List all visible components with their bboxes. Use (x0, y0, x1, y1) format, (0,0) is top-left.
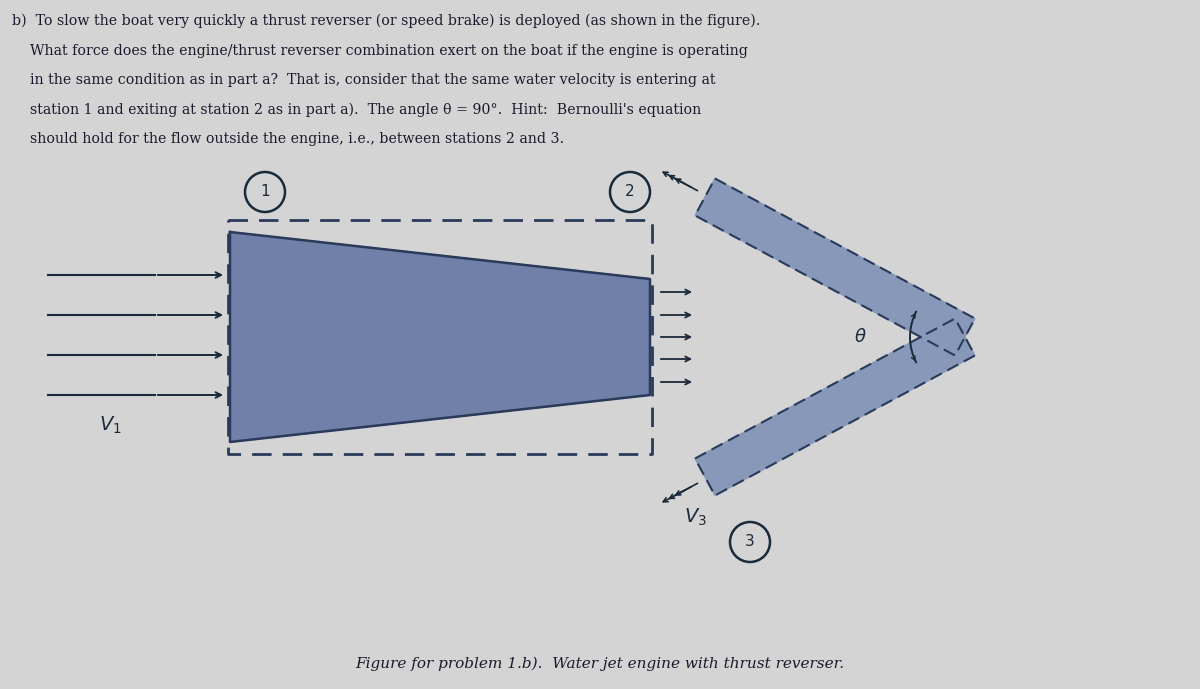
Text: 1: 1 (260, 185, 270, 200)
Text: station 1 and exiting at station 2 as in part a).  The angle θ = 90°.  Hint:  Be: station 1 and exiting at station 2 as in… (12, 103, 701, 117)
Text: Figure for problem 1.b).  Water jet engine with thrust reverser.: Figure for problem 1.b). Water jet engin… (355, 657, 845, 671)
Text: 3: 3 (745, 535, 755, 550)
Polygon shape (695, 178, 974, 356)
Text: 2: 2 (625, 185, 635, 200)
Text: $V_1$: $V_1$ (98, 414, 121, 435)
Text: What force does the engine/thrust reverser combination exert on the boat if the : What force does the engine/thrust revers… (12, 43, 748, 57)
Text: $V_3$: $V_3$ (684, 506, 707, 528)
Polygon shape (695, 318, 974, 495)
Text: b)  To slow the boat very quickly a thrust reverser (or speed brake) is deployed: b) To slow the boat very quickly a thrus… (12, 14, 761, 28)
Text: $\theta$: $\theta$ (853, 328, 866, 346)
Polygon shape (230, 232, 650, 442)
Text: in the same condition as in part a?  That is, consider that the same water veloc: in the same condition as in part a? That… (12, 73, 715, 87)
Text: should hold for the flow outside the engine, i.e., between stations 2 and 3.: should hold for the flow outside the eng… (12, 132, 564, 146)
